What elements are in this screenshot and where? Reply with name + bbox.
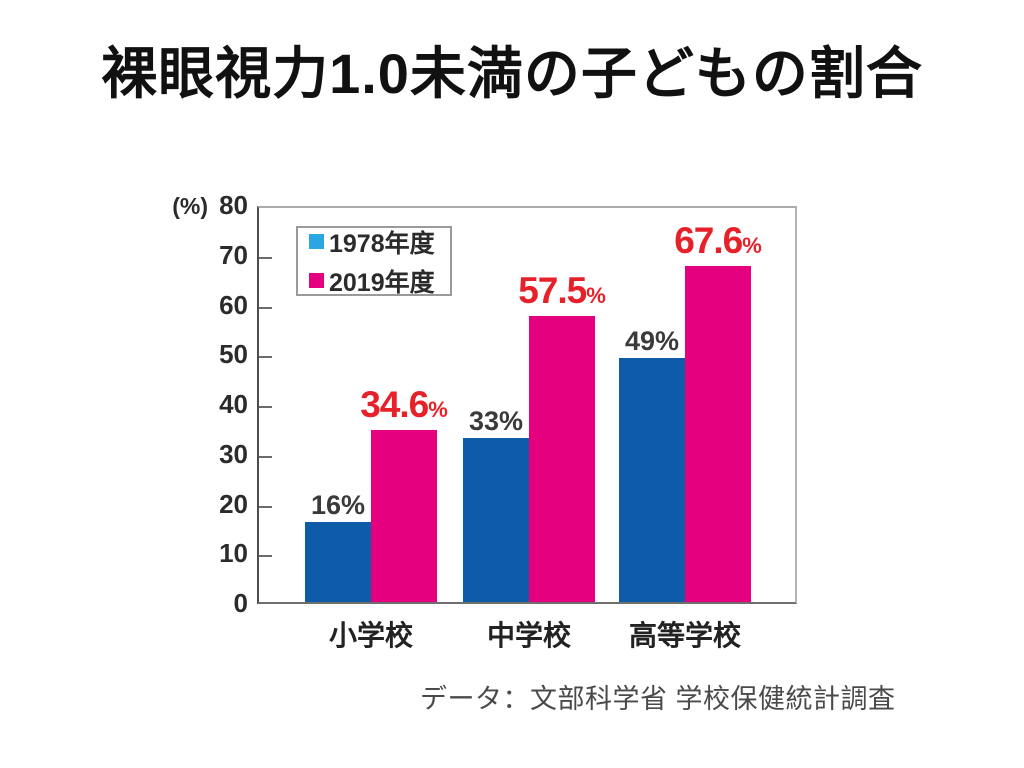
y-axis-tick-label: 20 bbox=[219, 488, 248, 519]
page-title: 裸眼視力1.0未満の子どもの割合 bbox=[101, 42, 923, 105]
x-axis-label-3: 高等学校 bbox=[628, 620, 741, 651]
y-axis-tick bbox=[259, 356, 272, 359]
legend-swatch-1978-icon bbox=[309, 234, 324, 249]
percent-sign: % bbox=[586, 282, 606, 308]
y-axis-tick bbox=[259, 455, 272, 458]
percent-sign: % bbox=[742, 232, 762, 258]
value-label-1978-2: 33% bbox=[468, 405, 524, 436]
y-axis-tick-label: 60 bbox=[219, 289, 248, 320]
y-axis-tick bbox=[259, 505, 272, 508]
bar-2019-3 bbox=[685, 265, 751, 602]
x-axis-label-2: 中学校 bbox=[486, 620, 571, 651]
value-label-1978-3: 49% bbox=[624, 326, 680, 357]
bar-2019-2 bbox=[529, 315, 595, 602]
value-label-2019-1: 34.6% bbox=[319, 384, 489, 426]
legend-swatch-2019-icon bbox=[309, 273, 324, 288]
value-label-2019-3: 67.6% bbox=[633, 220, 803, 262]
value-label-1978-1: 16% bbox=[310, 490, 366, 521]
bar-1978-2 bbox=[463, 437, 529, 602]
bar-2019-1 bbox=[371, 429, 437, 602]
legend-label-2019: 2019年度 bbox=[329, 268, 435, 297]
y-axis-unit-label: (%) bbox=[172, 193, 208, 219]
bar-1978-1 bbox=[305, 522, 371, 602]
y-axis-tick-label: 40 bbox=[219, 389, 248, 419]
legend-item-1978: 1978年度 bbox=[309, 224, 450, 260]
source-note: データ：文部科学省 学校保健統計調査 bbox=[420, 684, 896, 714]
y-axis-tick bbox=[259, 256, 272, 259]
x-axis-label-1: 小学校 bbox=[328, 620, 413, 651]
y-axis-tick-label: 30 bbox=[219, 438, 248, 469]
y-axis-tick-label: 50 bbox=[219, 339, 248, 370]
value-number: 67.6 bbox=[674, 219, 743, 261]
value-number: 34.6 bbox=[360, 383, 429, 425]
legend: 1978年度 2019年度 bbox=[296, 224, 452, 299]
value-label-2019-2: 57.5% bbox=[477, 270, 647, 312]
value-number: 57.5 bbox=[518, 269, 587, 311]
percent-sign: % bbox=[428, 396, 448, 422]
legend-label-1978: 1978年度 bbox=[329, 229, 435, 258]
y-axis-tick-label: 80 bbox=[219, 190, 248, 220]
bar-1978-3 bbox=[619, 358, 685, 602]
y-axis-tick-label: 10 bbox=[219, 538, 248, 569]
y-axis-tick bbox=[259, 555, 272, 558]
y-axis-tick bbox=[259, 306, 272, 309]
y-axis-tick bbox=[259, 406, 272, 408]
y-axis-tick-label: 0 bbox=[233, 588, 248, 618]
legend-item-2019: 2019年度 bbox=[309, 263, 450, 299]
y-axis-tick-label: 70 bbox=[219, 239, 248, 270]
